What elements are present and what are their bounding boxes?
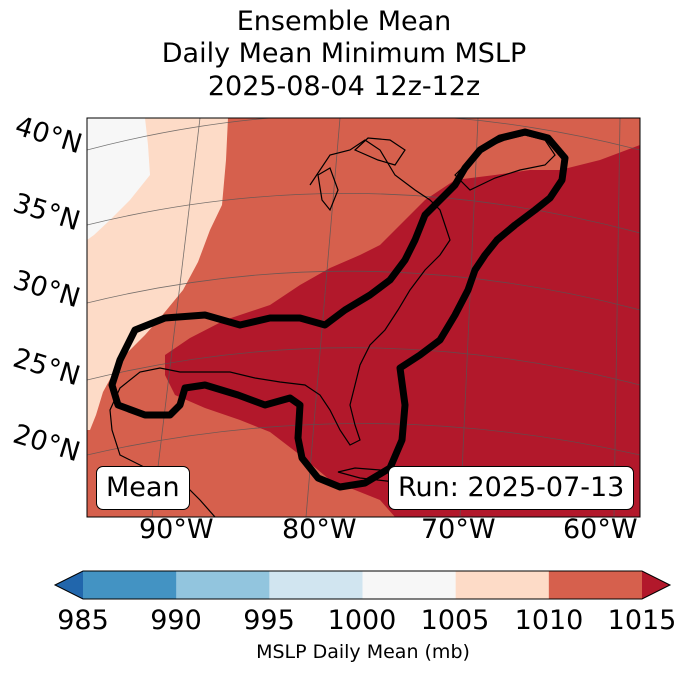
colorbar-tick: 1000 — [327, 605, 397, 636]
colorbar-tick: 1015 — [607, 605, 677, 636]
colorbar-label: MSLP Daily Mean (mb) — [256, 641, 470, 663]
colorbar-tick: 990 — [150, 605, 202, 636]
graticule — [87, 118, 640, 517]
colorbar-segment-1010-1015 — [548, 571, 643, 599]
colorbar-tick: 1005 — [420, 605, 490, 636]
colorbar-tick: 1010 — [514, 605, 584, 636]
field-over-1015 — [165, 145, 640, 517]
colorbar-tick: 985 — [57, 605, 109, 636]
colorbar-segment-985-990 — [83, 571, 177, 599]
colorbar-segment-1005-1010 — [455, 571, 550, 599]
title-line-1: Ensemble Mean — [236, 6, 452, 37]
title-line-2: Daily Mean Minimum MSLP — [161, 38, 527, 69]
colorbar-extend-over — [642, 571, 670, 599]
track-contour — [108, 128, 569, 491]
colorbar-segment-1000-1005 — [362, 571, 457, 599]
run-date-badge: Run: 2025-07-13 — [388, 466, 635, 510]
title-line-3: 2025-08-04 12z-12z — [207, 71, 481, 102]
lon-label-60w: 60°W — [563, 514, 638, 545]
field-1000-1005 — [87, 118, 150, 240]
colorbar-extend-under — [55, 571, 83, 599]
colorbar-tick: 995 — [243, 605, 295, 636]
map-frame — [86, 117, 641, 518]
colorbar-segment-990-995 — [176, 571, 270, 599]
lon-label-90w: 90°W — [139, 514, 214, 545]
lon-label-70w: 70°W — [421, 514, 496, 545]
colorbar-outline — [53, 570, 672, 600]
colorbar-segment-995-1000 — [269, 571, 363, 599]
pressure-map — [86, 117, 641, 518]
mean-badge: Mean — [96, 466, 190, 510]
lon-label-80w: 80°W — [282, 514, 357, 545]
